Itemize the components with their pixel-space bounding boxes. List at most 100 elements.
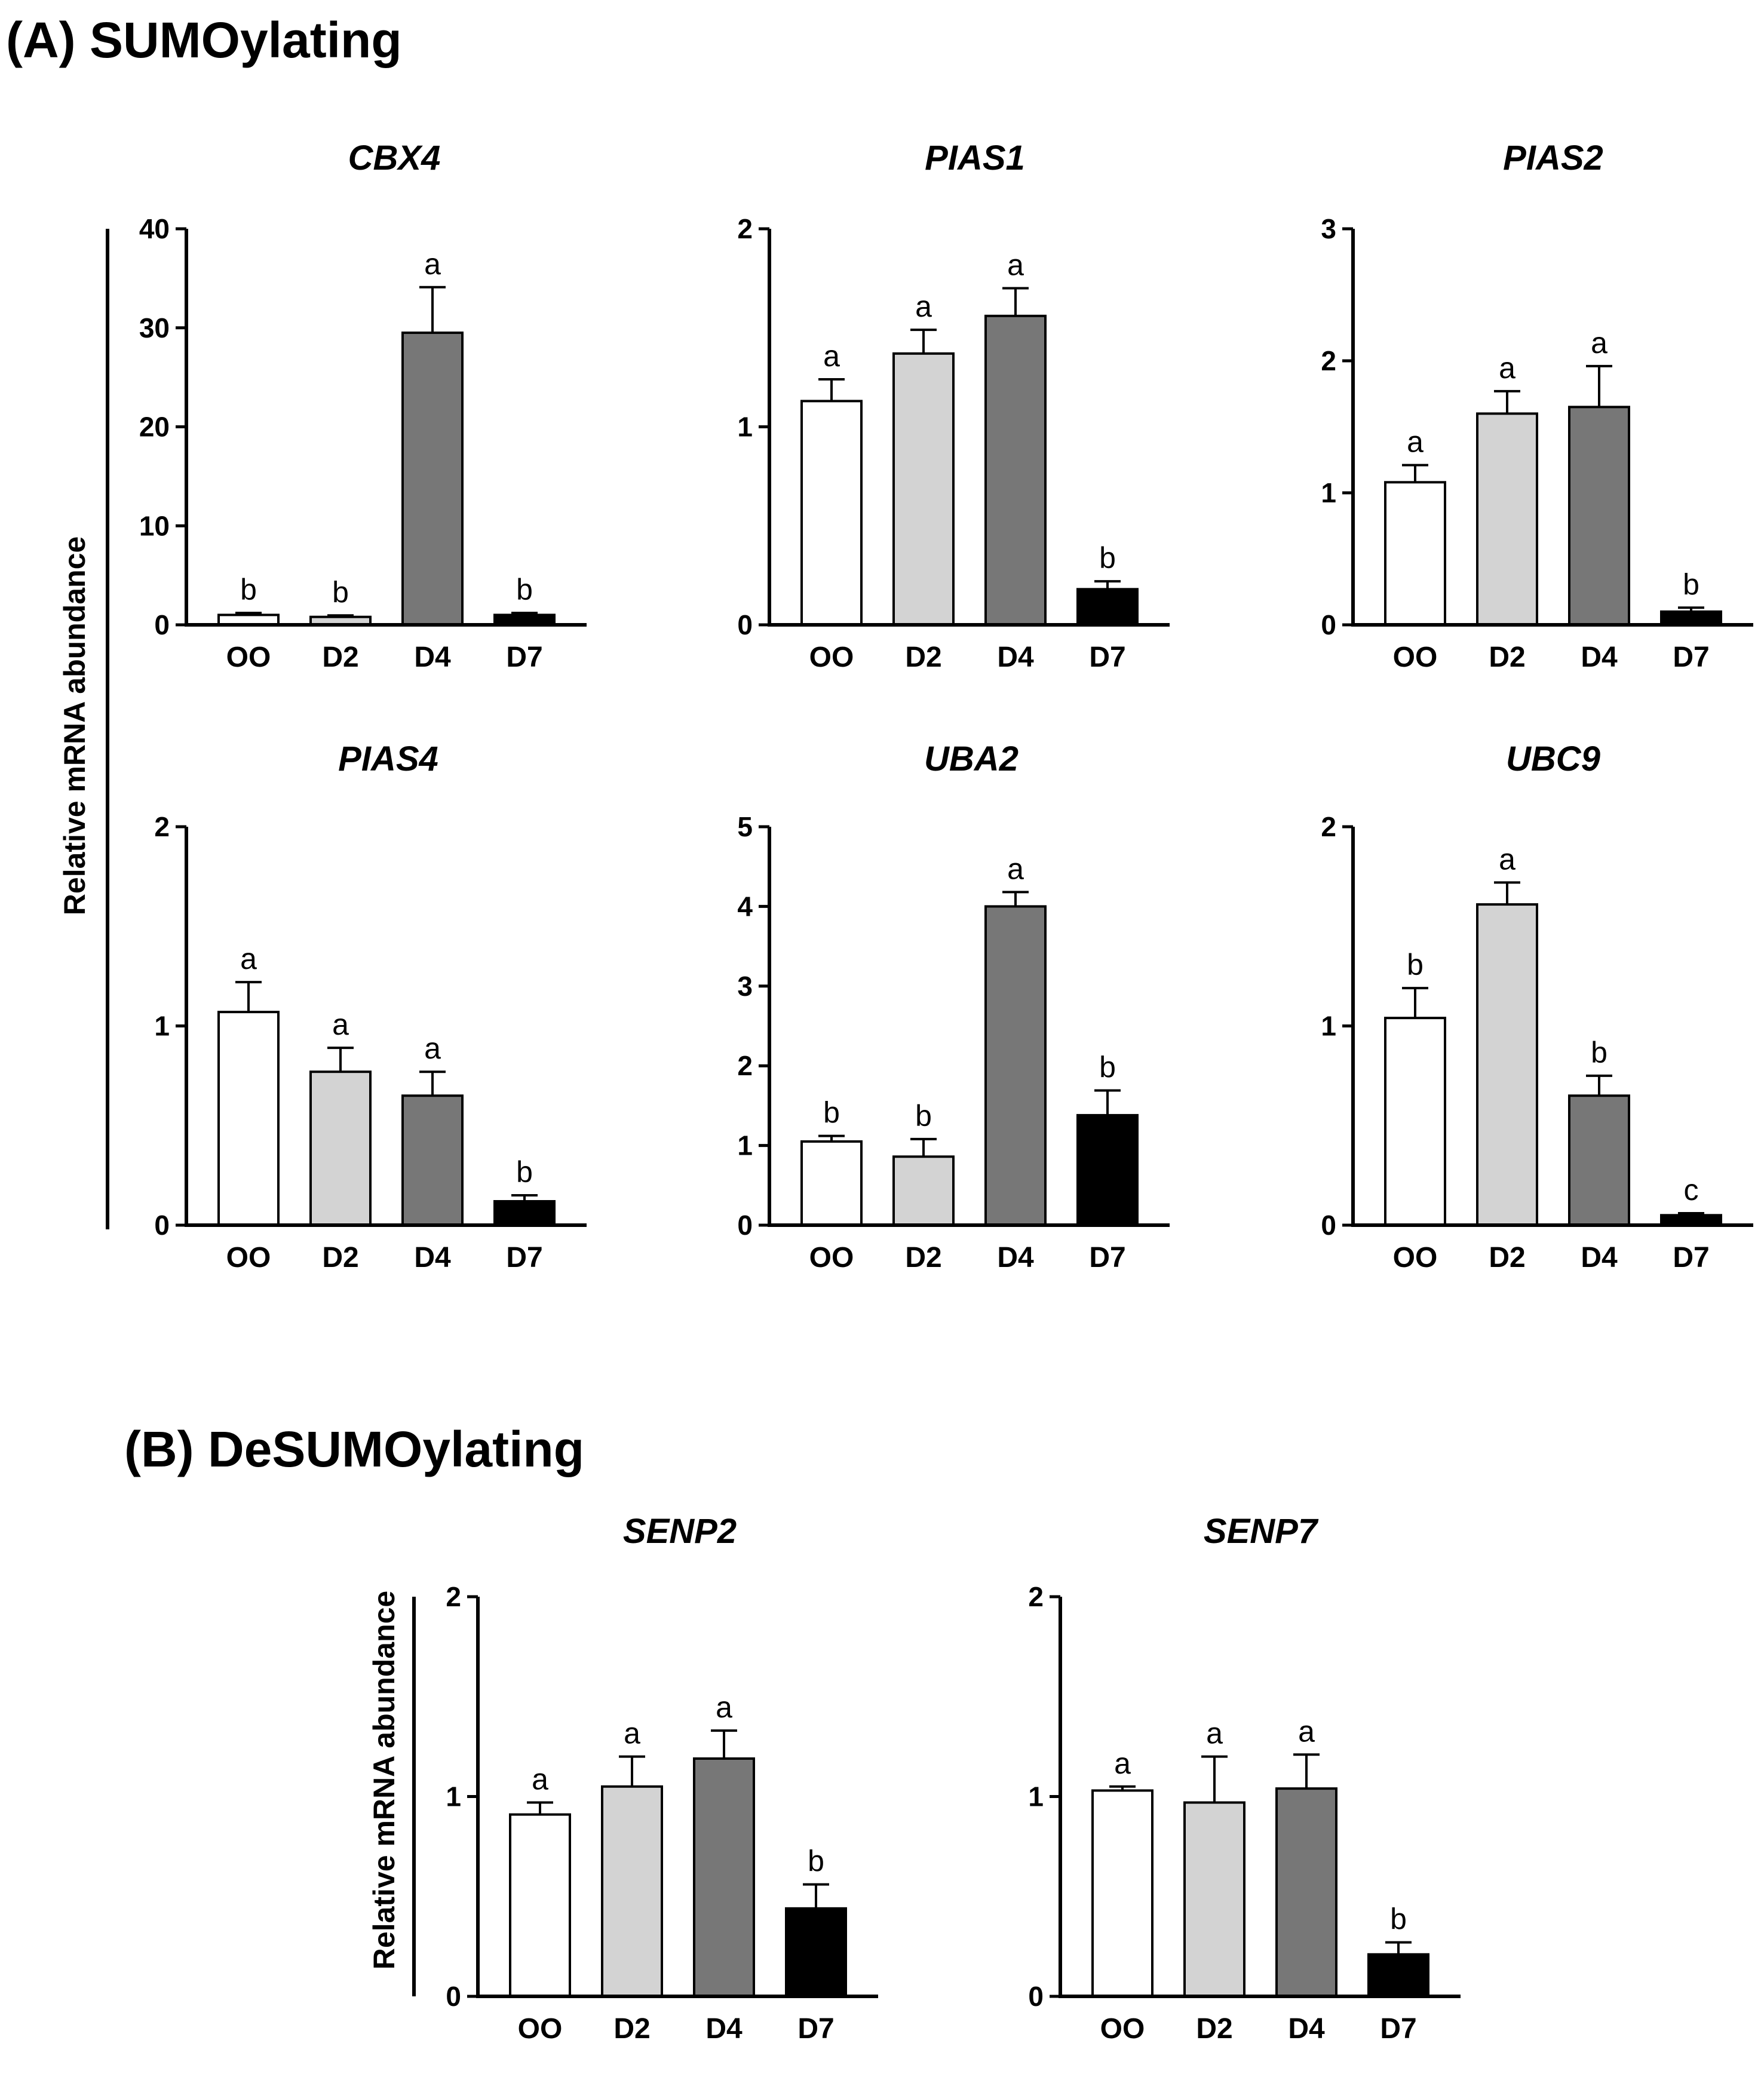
- category-label: D7: [1673, 642, 1709, 673]
- y-tick-label: 1: [737, 412, 753, 443]
- y-tick-label: 2: [154, 811, 170, 842]
- bar-oo: [800, 1140, 863, 1227]
- panel-cbx4: CBX4 0 10 20 30 40 b OO b D2 a D4 b D7: [139, 139, 587, 673]
- significance-letter: a: [1007, 852, 1024, 885]
- bar-d2: [1476, 903, 1538, 1226]
- significance-letter: a: [716, 1691, 732, 1724]
- panel-ubc9: UBC9 0 1 2 b OO a D2 b D4 c D7: [1321, 740, 1753, 1274]
- significance-letter: a: [532, 1763, 548, 1796]
- y-tick-label: 1: [446, 1781, 461, 1812]
- bar-d2: [1183, 1801, 1245, 1998]
- category-label: D7: [506, 1242, 542, 1274]
- significance-letter: a: [1591, 326, 1607, 360]
- y-tick-label: 1: [1321, 1011, 1336, 1042]
- significance-letter: b: [1390, 1903, 1407, 1936]
- y-tick-label: 0: [1321, 609, 1336, 640]
- bar-d4: [984, 905, 1047, 1226]
- category-label: D2: [613, 2013, 650, 2045]
- category-label: D2: [1489, 1242, 1525, 1274]
- bar-d4: [1275, 1787, 1337, 1998]
- y-tick-label: 2: [1321, 345, 1336, 376]
- significance-letter: b: [1099, 1051, 1116, 1084]
- significance-letter: a: [1298, 1714, 1315, 1748]
- category-label: D2: [1489, 642, 1525, 673]
- category-label: OO: [518, 2013, 563, 2045]
- section-a-title: (A) SUMOylating: [6, 12, 402, 68]
- y-tick-label: 0: [1028, 1981, 1044, 2012]
- panel-title: CBX4: [348, 139, 441, 177]
- panel-title: PIAS1: [925, 139, 1025, 177]
- category-label: D4: [414, 1242, 451, 1274]
- y-tick-label: 40: [139, 213, 170, 244]
- category-label: D7: [506, 642, 542, 673]
- section-b-title: (B) DeSUMOylating: [124, 1421, 584, 1477]
- y-tick-label: 3: [1321, 213, 1336, 244]
- significance-letter: a: [915, 290, 932, 323]
- bar-d7: [1660, 610, 1722, 627]
- significance-letter: c: [1684, 1173, 1699, 1207]
- bar-d4: [984, 314, 1047, 626]
- y-tick-label: 3: [737, 971, 753, 1002]
- significance-letter: b: [823, 1096, 840, 1130]
- panel-senp2: SENP2 0 1 2 a OO a D2 a D4 b D7: [446, 1512, 878, 2045]
- y-tick-label: 1: [1028, 1781, 1044, 1812]
- y-tick-label: 4: [737, 891, 753, 922]
- y-tick-label: 1: [154, 1011, 170, 1042]
- bar-d4: [401, 332, 464, 626]
- significance-letter: a: [332, 1008, 349, 1041]
- bar-oo: [1384, 481, 1446, 626]
- panel-pias1: PIAS1 0 1 2 a OO a D2 a D4 b D7: [737, 139, 1170, 673]
- y-tick-label: 0: [154, 609, 170, 640]
- bar-d2: [892, 352, 955, 626]
- y-tick-label: 2: [1321, 811, 1336, 842]
- panel-pias4: PIAS4 0 1 2 a OO a D2 a D4 b D7: [154, 740, 587, 1274]
- category-label: OO: [809, 1242, 854, 1274]
- category-label: OO: [1100, 2013, 1145, 2045]
- bar-d7: [493, 1199, 556, 1226]
- category-label: D4: [414, 642, 451, 673]
- bar-oo: [1384, 1017, 1446, 1227]
- bar-d7: [1076, 588, 1139, 627]
- significance-letter: a: [1206, 1717, 1223, 1750]
- category-label: D7: [797, 2013, 834, 2045]
- category-label: OO: [226, 642, 271, 673]
- bar-d4: [693, 1757, 755, 1998]
- category-label: OO: [809, 642, 854, 673]
- panel-title: UBA2: [924, 740, 1018, 778]
- bar-d2: [1476, 412, 1538, 627]
- significance-letter: b: [516, 573, 533, 606]
- bar-oo: [1091, 1789, 1153, 1998]
- category-label: D2: [322, 1242, 358, 1274]
- y-tick-label: 2: [1028, 1581, 1044, 1612]
- significance-letter: a: [1499, 842, 1515, 876]
- panel-title: UBC9: [1506, 740, 1600, 778]
- panel-title: SENP7: [1204, 1512, 1319, 1551]
- category-label: OO: [1393, 642, 1438, 673]
- bar-oo: [509, 1813, 571, 1998]
- panel-senp7: SENP7 0 1 2 a OO a D2 a D4 b D7: [1028, 1512, 1461, 2045]
- category-label: D7: [1089, 642, 1125, 673]
- y-tick-label: 0: [1321, 1210, 1336, 1241]
- significance-letter: a: [624, 1717, 640, 1750]
- significance-letter: b: [240, 573, 257, 606]
- panel-title: PIAS4: [338, 740, 438, 778]
- significance-letter: b: [1683, 567, 1699, 601]
- y-tick-label: 1: [1321, 477, 1336, 508]
- category-label: D4: [1581, 642, 1618, 673]
- panel-title: SENP2: [623, 1512, 737, 1551]
- panel-title: PIAS2: [1503, 139, 1603, 177]
- significance-letter: b: [915, 1099, 932, 1133]
- significance-letter: b: [332, 575, 349, 609]
- significance-letter: b: [1591, 1036, 1607, 1069]
- significance-letter: a: [1499, 351, 1515, 385]
- bar-d7: [785, 1907, 847, 1998]
- bar-d2: [601, 1785, 663, 1998]
- bar-d4: [401, 1094, 464, 1226]
- y-tick-label: 0: [737, 609, 753, 640]
- bar-d2: [892, 1155, 955, 1226]
- bar-d7: [1367, 1953, 1429, 1998]
- y-tick-label: 30: [139, 312, 170, 343]
- category-label: D2: [905, 642, 941, 673]
- y-tick-label: 5: [737, 811, 753, 842]
